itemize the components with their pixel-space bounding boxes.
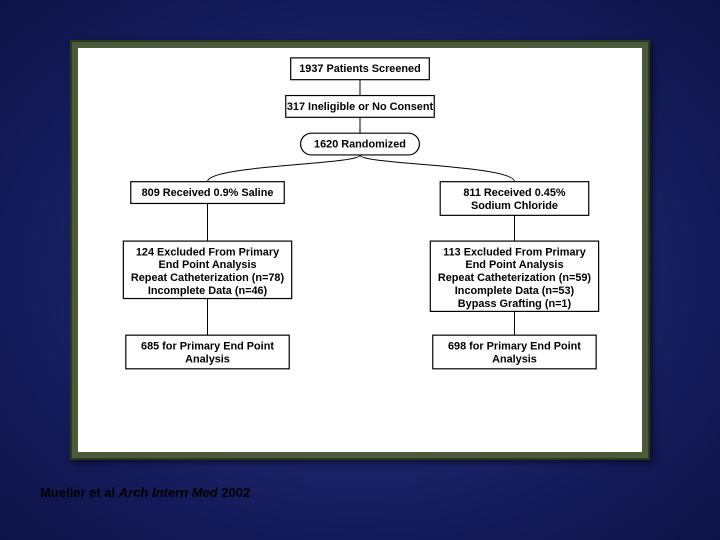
flowchart-svg: 1937 Patients Screened 317 Ineligible or … [78,48,642,452]
flow-node: 685 for Primary End PointAnalysis [126,335,289,369]
citation-authors: Mueller et al [40,485,119,500]
citation-journal: Arch Intern Med [119,485,222,500]
flow-node-text: 698 for Primary End Point [448,340,581,352]
flow-node: 1620 Randomized [301,133,420,155]
flow-node-text: 685 for Primary End Point [141,340,274,352]
flow-edge [360,155,514,182]
flow-node-text: 113 Excluded From Primary [443,246,586,258]
flow-node-text: Repeat Catheterization (n=59) [438,272,592,284]
flow-node-text: 317 Ineligible or No Consent [287,101,434,113]
flow-node-text: Bypass Grafting (n=1) [458,298,572,310]
flow-node: 1937 Patients Screened [291,58,430,80]
diagram-frame: 1937 Patients Screened 317 Ineligible or … [70,40,650,460]
flow-node-text: 811 Received 0.45% [463,187,566,199]
flow-node-text: End Point Analysis [158,259,256,271]
flow-node-text: Analysis [492,353,537,365]
flow-node-text: End Point Analysis [465,259,563,271]
flow-node-text: Sodium Chloride [471,200,558,212]
flow-node-text: 124 Excluded From Primary [136,246,279,258]
flow-node-text: 809 Received 0.9% Saline [142,187,274,199]
flow-node-text: 1620 Randomized [314,138,406,150]
flow-node-text: Incomplete Data (n=46) [148,285,268,297]
flow-node: 698 for Primary End PointAnalysis [433,335,596,369]
flow-node: 317 Ineligible or No Consent [286,96,435,118]
flow-node-text: Analysis [185,353,230,365]
citation: Mueller et al Arch Intern Med 2002 [40,485,250,500]
flow-node: 124 Excluded From PrimaryEnd Point Analy… [123,241,291,298]
diagram-inner: 1937 Patients Screened 317 Ineligible or … [78,48,642,452]
citation-year: 2002 [221,485,250,500]
flow-node: 809 Received 0.9% Saline [131,182,284,204]
flow-node-text: 1937 Patients Screened [299,63,421,75]
flow-edge [208,155,360,182]
flow-node-text: Incomplete Data (n=53) [455,285,575,297]
flow-node: 113 Excluded From PrimaryEnd Point Analy… [430,241,598,311]
flow-node: 811 Received 0.45%Sodium Chloride [440,182,589,216]
flow-node-text: Repeat Catheterization (n=78) [131,272,285,284]
